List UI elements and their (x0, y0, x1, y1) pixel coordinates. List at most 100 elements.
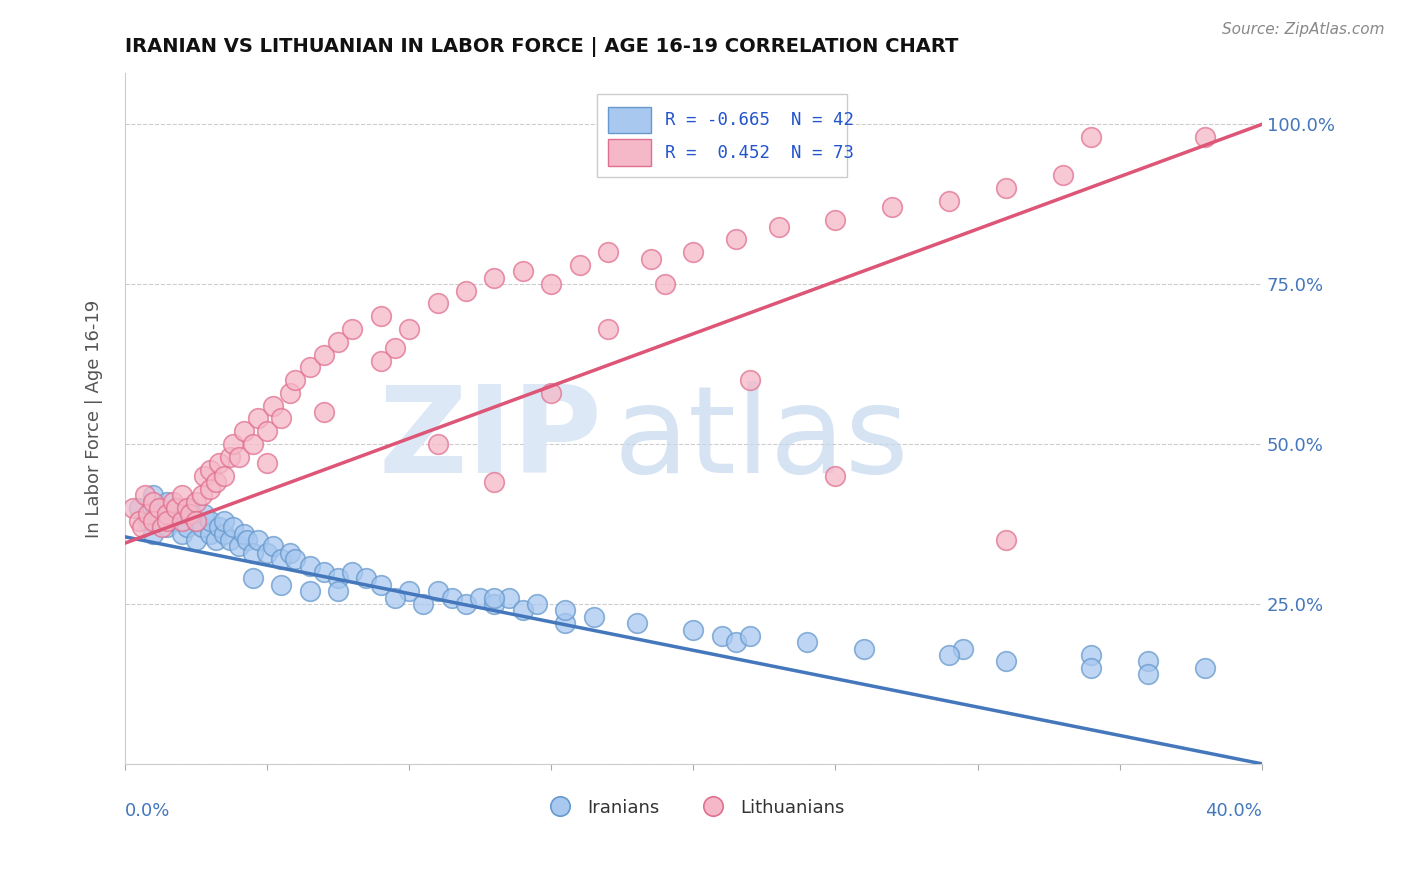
Point (222, 520, 245, 534)
Point (270, 578, 292, 592)
Point (156, 520, 179, 534)
Point (256, 456, 278, 470)
Point (995, 533, 1018, 547)
Point (222, 437, 245, 451)
Point (326, 584, 349, 599)
Point (204, 475, 226, 490)
Point (1137, 667, 1160, 681)
Point (342, 565, 364, 579)
Point (995, 655, 1018, 669)
Point (176, 520, 198, 534)
Point (198, 526, 221, 541)
Point (208, 456, 231, 470)
Point (724, 232, 747, 246)
Point (498, 591, 520, 605)
Point (326, 571, 349, 585)
Point (170, 488, 193, 502)
Point (398, 322, 420, 336)
Point (554, 616, 576, 631)
Point (233, 526, 256, 541)
Point (214, 526, 236, 541)
Point (298, 558, 321, 573)
Point (247, 533, 270, 547)
Text: ZIP: ZIP (378, 381, 602, 498)
Point (176, 501, 198, 516)
Point (470, 591, 492, 605)
Point (398, 584, 420, 599)
Point (242, 546, 264, 560)
Point (596, 245, 619, 260)
Point (179, 501, 201, 516)
Point (426, 584, 449, 599)
Point (270, 411, 292, 425)
Point (384, 591, 406, 605)
Point (142, 526, 165, 541)
Point (242, 571, 264, 585)
Point (190, 520, 212, 534)
Point (128, 501, 150, 516)
Point (170, 526, 193, 541)
Point (512, 603, 534, 617)
Point (134, 488, 156, 502)
Point (219, 533, 242, 547)
Point (952, 641, 974, 656)
Text: atlas: atlas (614, 381, 910, 498)
Point (412, 597, 434, 611)
Point (198, 463, 221, 477)
Point (596, 322, 619, 336)
Point (228, 540, 250, 554)
Point (554, 603, 576, 617)
Point (262, 540, 284, 554)
Point (440, 591, 463, 605)
Point (190, 488, 212, 502)
Y-axis label: In Labor Force | Age 16-19: In Labor Force | Age 16-19 (86, 300, 103, 538)
Point (284, 373, 307, 387)
Point (131, 520, 153, 534)
Point (710, 629, 733, 643)
Point (938, 648, 960, 662)
Point (165, 501, 187, 516)
Point (236, 533, 259, 547)
FancyBboxPatch shape (596, 94, 846, 177)
Point (298, 584, 321, 599)
Point (162, 514, 184, 528)
Point (193, 469, 215, 483)
FancyBboxPatch shape (607, 139, 651, 166)
Point (298, 360, 321, 375)
Text: 40.0%: 40.0% (1205, 802, 1263, 820)
Point (284, 552, 307, 566)
Point (193, 508, 215, 522)
Point (156, 494, 179, 508)
Point (484, 597, 506, 611)
Point (233, 424, 256, 438)
Point (219, 450, 242, 464)
Point (540, 277, 562, 292)
Point (165, 501, 187, 516)
Point (214, 514, 236, 528)
Point (228, 450, 250, 464)
Point (242, 437, 264, 451)
Point (184, 533, 207, 547)
Point (1080, 661, 1102, 675)
Point (214, 469, 236, 483)
Point (148, 508, 170, 522)
Point (142, 488, 165, 502)
Point (1080, 648, 1102, 662)
Point (484, 591, 506, 605)
Point (995, 181, 1018, 195)
Point (568, 258, 591, 272)
Point (484, 475, 506, 490)
Point (484, 270, 506, 285)
Point (938, 194, 960, 208)
Point (384, 341, 406, 355)
Point (156, 514, 179, 528)
Point (626, 616, 648, 631)
Point (454, 284, 477, 298)
Point (136, 508, 159, 522)
Point (796, 635, 818, 649)
Point (768, 219, 790, 234)
Point (824, 469, 846, 483)
Point (426, 437, 449, 451)
Point (247, 411, 270, 425)
Point (370, 578, 392, 592)
